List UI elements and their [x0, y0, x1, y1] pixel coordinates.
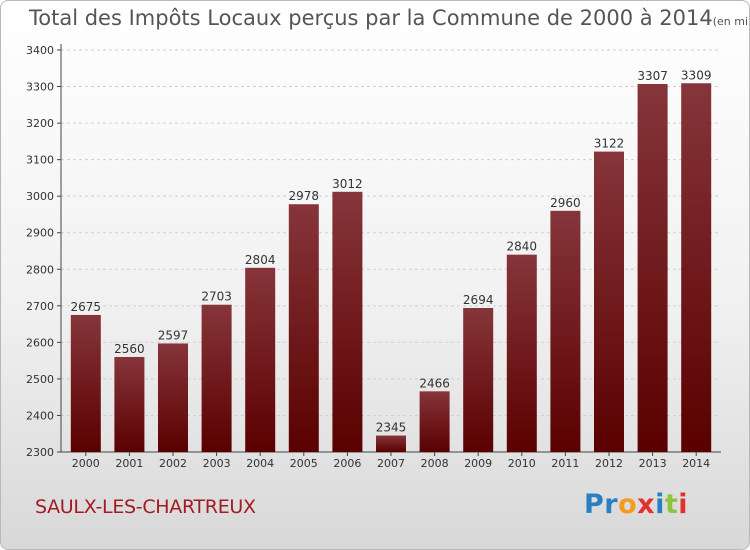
- bar-2013: [637, 83, 668, 452]
- logo-part-3: x: [637, 489, 656, 520]
- bar-2003: [201, 304, 232, 452]
- value-label-2009: 2694: [463, 293, 494, 307]
- x-tick-label-2008: 2008: [421, 457, 449, 470]
- value-labels: 2675 2560 2597 2703 2804 2978 3012 2345 2466 2694…: [71, 68, 712, 434]
- value-label-2008: 2466: [419, 376, 450, 390]
- value-label-2007: 2345: [376, 421, 407, 435]
- x-tick-label-2013: 2013: [639, 457, 667, 470]
- value-label-2011: 2960: [550, 196, 581, 210]
- y-tick-label: 3300: [26, 81, 54, 94]
- bar-2004: [245, 267, 276, 452]
- y-tick-label: 2900: [26, 227, 54, 240]
- y-tick-label: 2500: [26, 373, 54, 386]
- value-label-2010: 2840: [507, 240, 538, 254]
- x-tick-label-2014: 2014: [682, 457, 710, 470]
- bar-2006: [332, 191, 363, 452]
- x-tick-label-2006: 2006: [333, 457, 361, 470]
- bar-2007: [376, 435, 406, 452]
- y-tick-label: 2700: [26, 300, 54, 313]
- x-tick-label-2012: 2012: [595, 457, 623, 470]
- y-tick-label: 2600: [26, 336, 54, 349]
- value-label-2006: 3012: [332, 177, 363, 191]
- y-tick-label: 2400: [26, 409, 54, 422]
- x-tick-label-2007: 2007: [377, 457, 405, 470]
- y-tick-label: 3200: [26, 117, 54, 130]
- value-label-2004: 2804: [245, 253, 276, 267]
- value-label-2002: 2597: [158, 328, 189, 342]
- value-label-2013: 3307: [637, 69, 668, 83]
- y-tick-label: 3400: [26, 44, 54, 57]
- bars: [70, 83, 712, 453]
- x-tick-label-2002: 2002: [159, 457, 187, 470]
- y-tick-label: 2800: [26, 263, 54, 276]
- bar-2002: [158, 343, 188, 452]
- bar-2000: [70, 314, 101, 452]
- value-label-2012: 3122: [594, 137, 625, 151]
- y-tick-label: 3100: [26, 154, 54, 167]
- x-tick-label-2003: 2003: [203, 457, 231, 470]
- value-label-2014: 3309: [681, 68, 712, 82]
- logo-part-1: Pr: [584, 489, 619, 520]
- x-tick-label-2010: 2010: [508, 457, 536, 470]
- x-tick-label-2011: 2011: [551, 457, 579, 470]
- commune-name: SAULX-LES-CHARTREUX: [35, 496, 256, 518]
- x-tick-labels: 2000 2001 2002 2003 2004 2005 2006 2007 2008 2009…: [72, 457, 710, 470]
- logo-part-5: t: [664, 489, 679, 520]
- bar-2014: [681, 83, 712, 453]
- y-tick-labels: 2300 2400 2500 2600 2700 2800 2900 3000 3100 3200…: [26, 44, 54, 459]
- y-tick-label: 2300: [26, 446, 54, 459]
- unit-label: (en milliers d'€): [712, 15, 749, 28]
- x-tick-label-2005: 2005: [290, 457, 318, 470]
- logo-part-4: i: [655, 489, 665, 520]
- bar-2008: [419, 391, 450, 452]
- bar-2011: [550, 210, 581, 452]
- proxiti-logo[interactable]: Proxiti: [584, 489, 688, 520]
- bar-2005: [288, 204, 319, 452]
- bar-2001: [114, 356, 145, 452]
- x-tick-label-2000: 2000: [72, 457, 100, 470]
- logo-part-2: o: [618, 489, 638, 520]
- logo-part-6: i: [678, 489, 689, 520]
- x-tick-label-2001: 2001: [115, 457, 143, 470]
- value-label-2005: 2978: [289, 189, 320, 203]
- chart-title: Total des Impôts Locaux perçus par la Co…: [29, 6, 749, 30]
- chart-title-text: Total des Impôts Locaux perçus par la Co…: [29, 6, 713, 30]
- x-tick-label-2004: 2004: [246, 457, 274, 470]
- bar-2012: [594, 151, 624, 452]
- bar-2010: [506, 254, 537, 452]
- value-label-2003: 2703: [201, 290, 232, 304]
- x-tick-label-2009: 2009: [464, 457, 492, 470]
- y-tick-label: 3000: [26, 190, 54, 203]
- value-label-2000: 2675: [71, 300, 102, 314]
- bar-2009: [463, 308, 494, 452]
- value-label-2001: 2560: [114, 342, 145, 356]
